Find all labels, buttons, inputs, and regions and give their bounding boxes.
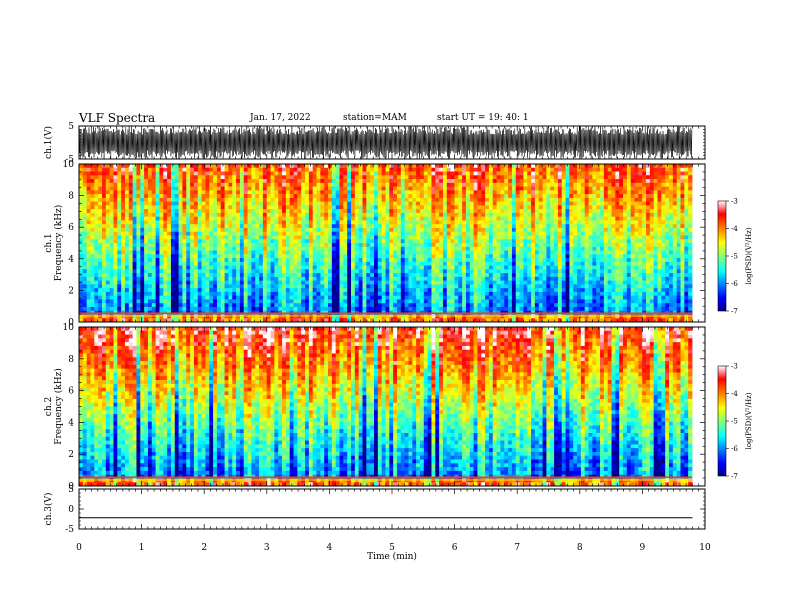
ch1-spectrogram-ytick-label: 0 <box>68 318 74 328</box>
x-tick-label: 1 <box>139 543 145 553</box>
ch2-spectrogram-ytick-label: 10 <box>63 323 75 333</box>
ch2-spectrogram-ytick-label: 2 <box>68 450 74 460</box>
ch3-waveform-frame <box>78 488 706 530</box>
ch1-spectrogram-cells <box>79 164 693 323</box>
ch3-waveform-ytick-label: 0 <box>68 505 74 515</box>
x-tick-label: 2 <box>201 543 207 553</box>
ch2-colorbar-tick: -4 <box>731 390 738 398</box>
ch2-colorbar-tick: -3 <box>731 363 738 371</box>
ch1-colorbar-tick: -4 <box>731 225 738 233</box>
ch2-colorbar-label: log(PSD)(V²/Hz) <box>745 392 753 449</box>
ch1-colorbar-tick: -3 <box>731 198 738 206</box>
x-tick-label: 7 <box>514 543 520 553</box>
ch2-colorbar <box>717 365 727 477</box>
ch1-spectrogram-ytick-label: 10 <box>63 160 75 170</box>
ch1-waveform-line <box>78 126 693 159</box>
x-axis-label: Time (min) <box>367 551 417 562</box>
ch2-spectrogram-ytick-label: 6 <box>68 387 74 397</box>
x-tick-label: 9 <box>640 543 646 553</box>
ch2-spectrogram-ytick-label: 4 <box>68 418 74 428</box>
ch1-spectrogram-ytick-label: 6 <box>68 223 74 233</box>
ch2-spectrogram-ylabel-frequency: Frequency (kHz) <box>53 368 64 445</box>
x-tick-label: 6 <box>452 543 458 553</box>
ch1-colorbar-tick: -5 <box>731 253 738 261</box>
ch2-spectrogram-ylabel-channel: ch.2 <box>44 397 54 416</box>
ch1-spectrogram-ytick-label: 8 <box>68 192 74 202</box>
ch1-spectrogram-ylabel-channel: ch.1 <box>44 233 54 252</box>
ch1-waveform-ylabel: ch.1(V) <box>43 126 54 159</box>
ch2-colorbar-tick: -6 <box>731 445 738 453</box>
ch1-waveform-ytick-label: 5 <box>68 122 74 132</box>
ch2-spectrogram-ytick-label: 0 <box>68 482 74 492</box>
x-tick-label: 10 <box>699 543 711 553</box>
x-tick-label: 5 <box>389 543 395 553</box>
ch3-waveform-ytick-label: -5 <box>65 525 74 535</box>
x-tick-label: 4 <box>327 543 333 553</box>
ch1-colorbar-tick: -6 <box>731 280 738 288</box>
ch3-waveform-ytick-label: 5 <box>68 485 74 495</box>
date-label: Jan. 17, 2022 <box>250 113 311 123</box>
ch1-colorbar-tick: -7 <box>731 308 738 316</box>
ch1-spectrogram-ylabel-frequency: Frequency (kHz) <box>53 205 64 282</box>
ch1-colorbar-label: log(PSD)(V²/Hz) <box>745 227 753 284</box>
ch3-waveform-ylabel: ch.3(V) <box>43 493 54 526</box>
start-time-label: start UT = 19: 40: 1 <box>437 113 529 123</box>
x-tick-label: 0 <box>76 543 82 553</box>
station-label: station=MAM <box>343 113 407 123</box>
ch1-waveform-ytick-label: -5 <box>65 155 74 165</box>
chart-title: VLF Spectra <box>79 111 156 125</box>
x-tick-label: 8 <box>577 543 583 553</box>
x-tick-label: 3 <box>264 543 270 553</box>
ch1-spectrogram-ytick-label: 2 <box>68 286 74 296</box>
ch1-spectrogram-ytick-label: 4 <box>68 255 74 265</box>
ch1-colorbar <box>717 200 727 312</box>
ch2-colorbar-tick: -5 <box>731 418 738 426</box>
ch2-spectrogram-cells <box>79 327 693 487</box>
ch2-spectrogram-ytick-label: 8 <box>68 355 74 365</box>
ch2-colorbar-tick: -7 <box>731 473 738 481</box>
